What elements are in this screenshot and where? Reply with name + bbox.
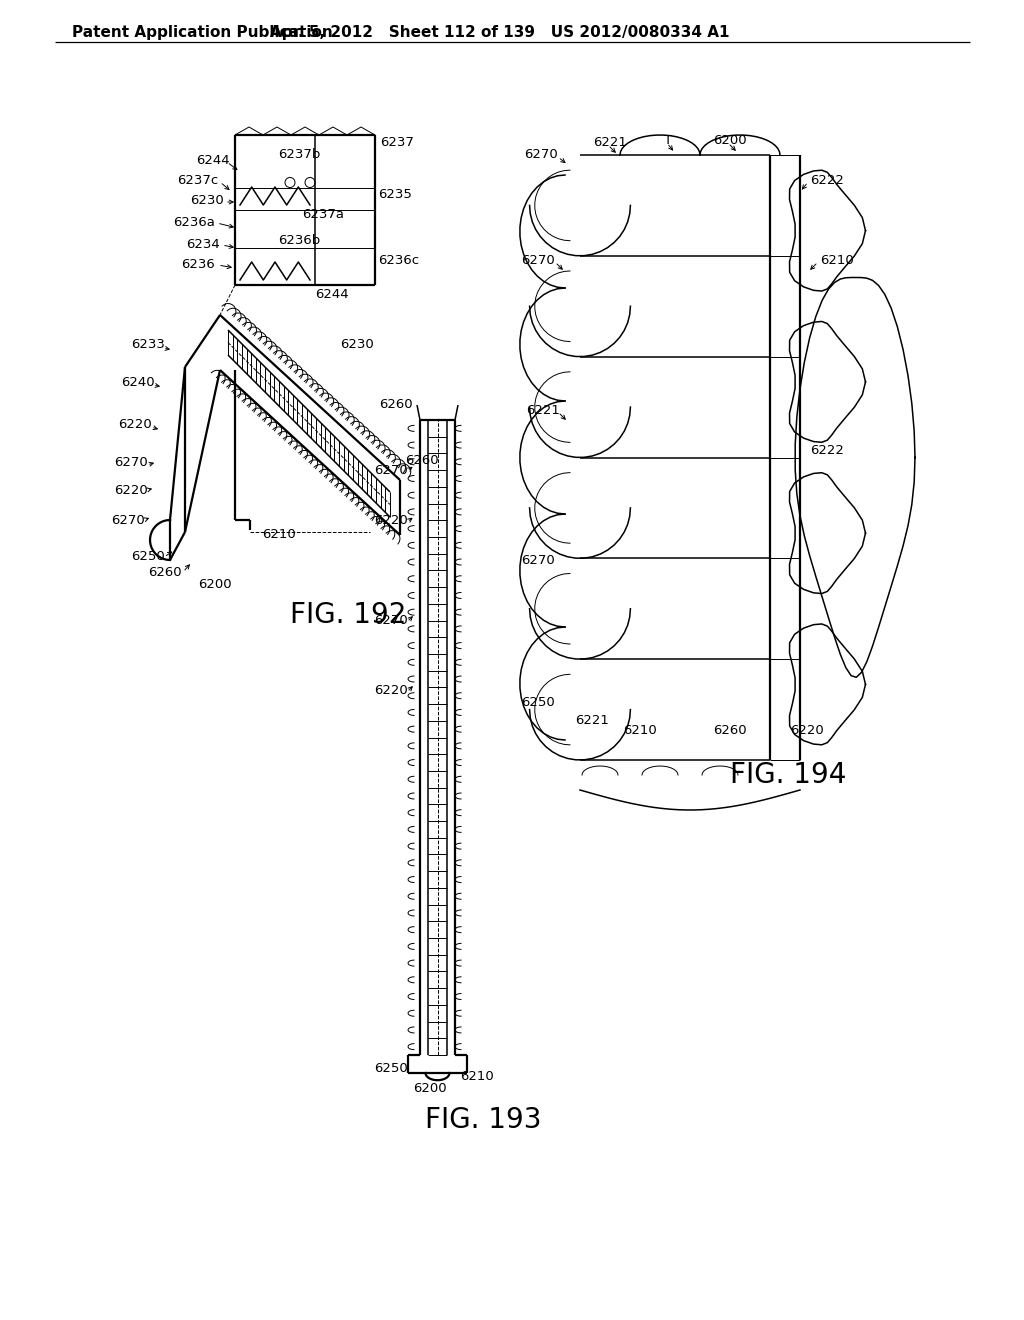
Text: 6236b: 6236b	[278, 234, 321, 247]
Text: 6234: 6234	[186, 239, 220, 252]
Text: 6240: 6240	[122, 375, 155, 388]
Text: 6244: 6244	[197, 153, 230, 166]
Text: FIG. 193: FIG. 193	[425, 1106, 542, 1134]
Text: 6220: 6220	[374, 684, 408, 697]
Text: 6270: 6270	[521, 553, 555, 566]
Text: 6230: 6230	[340, 338, 374, 351]
Text: Patent Application Publication: Patent Application Publication	[72, 25, 333, 40]
Text: 6270: 6270	[115, 457, 148, 470]
Text: Apr. 5, 2012   Sheet 112 of 139   US 2012/0080334 A1: Apr. 5, 2012 Sheet 112 of 139 US 2012/00…	[270, 25, 730, 40]
Text: 6235: 6235	[378, 189, 412, 202]
Text: 6222: 6222	[810, 444, 844, 457]
Text: 6210: 6210	[820, 253, 854, 267]
Text: 6210: 6210	[624, 723, 656, 737]
Text: 6220: 6220	[115, 483, 148, 496]
Text: 6200: 6200	[414, 1081, 446, 1094]
Text: 6200: 6200	[713, 133, 746, 147]
Text: 6270: 6270	[374, 614, 408, 627]
Text: 6250: 6250	[374, 1061, 408, 1074]
Text: 6221: 6221	[575, 714, 609, 726]
Text: 6270: 6270	[112, 513, 145, 527]
Text: 6200: 6200	[199, 578, 231, 591]
Text: 6236a: 6236a	[173, 215, 215, 228]
Text: 6270: 6270	[521, 253, 555, 267]
Text: 6260: 6260	[379, 399, 413, 412]
Text: T: T	[664, 133, 672, 147]
Text: 6220: 6220	[118, 418, 152, 432]
Text: 6270: 6270	[524, 149, 558, 161]
Text: 6250: 6250	[521, 696, 555, 709]
Text: 6222: 6222	[810, 173, 844, 186]
Text: FIG. 194: FIG. 194	[730, 762, 847, 789]
Text: 6220: 6220	[790, 723, 823, 737]
Text: 6237c: 6237c	[177, 173, 218, 186]
Text: FIG. 192: FIG. 192	[290, 601, 407, 630]
Text: 6260: 6260	[406, 454, 438, 466]
Text: 6237a: 6237a	[302, 209, 344, 222]
Text: 6237: 6237	[380, 136, 414, 149]
Text: 6236: 6236	[181, 259, 215, 272]
Text: 6244: 6244	[315, 289, 348, 301]
Text: 6233: 6233	[131, 338, 165, 351]
Text: 6260: 6260	[713, 723, 746, 737]
Text: 6250: 6250	[131, 550, 165, 564]
Text: 6270: 6270	[374, 463, 408, 477]
Text: 6230: 6230	[190, 194, 224, 206]
Text: 6236c: 6236c	[378, 253, 419, 267]
Text: 6220: 6220	[374, 513, 408, 527]
Text: 6210: 6210	[460, 1071, 494, 1084]
Text: 6221: 6221	[593, 136, 627, 149]
Text: 6260: 6260	[148, 565, 182, 578]
Text: 6221: 6221	[526, 404, 560, 417]
Text: 6237b: 6237b	[278, 149, 321, 161]
Text: 6210: 6210	[262, 528, 296, 541]
